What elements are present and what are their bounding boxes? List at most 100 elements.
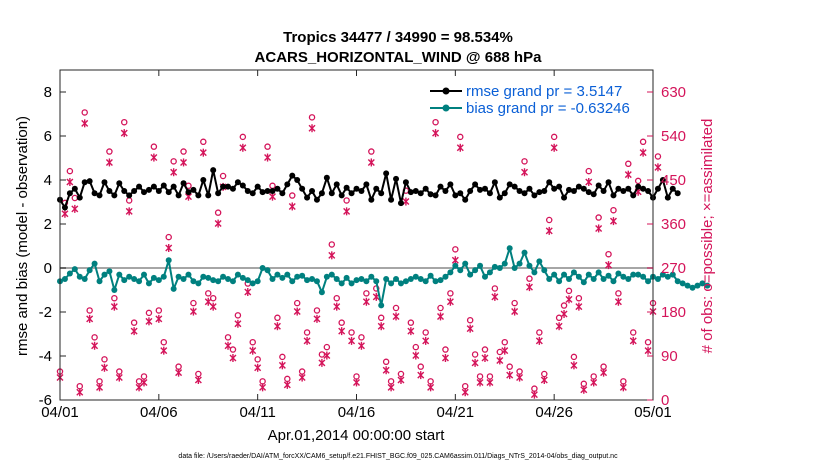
obs-possible-marker [289,192,296,199]
bias-point [570,269,577,276]
obs-assimilated-marker [303,336,311,345]
bias-point [506,245,513,252]
bias-point [565,276,572,282]
obs-possible-marker [190,299,197,307]
rmse-point [155,188,162,194]
obs-possible-marker [214,209,222,216]
data-layer [56,109,711,399]
obs-assimilated-marker [338,327,346,336]
obs-possible-marker [615,290,622,297]
obs-possible-marker [605,250,612,258]
bias-point [121,277,128,284]
obs-assimilated-marker [81,119,89,128]
rmse-point [373,185,380,192]
rmse-point [625,185,632,192]
rmse-point [126,192,133,199]
bias-point [432,278,439,285]
x-tick-label: 04/11 [239,404,275,421]
obs-assimilated-marker [486,378,494,387]
obs-assimilated-marker [397,376,405,384]
rmse-point [378,190,385,197]
obs-possible-marker [200,138,207,146]
rmse-point [595,182,602,189]
obs-assimilated-marker [96,383,104,392]
obs-possible-marker [575,294,583,302]
rmse-point [274,185,281,192]
rmse-point [368,196,375,203]
rmse-point [570,188,577,194]
bias-point [190,278,197,285]
obs-possible-marker [229,346,237,353]
obs-possible-marker [506,363,513,370]
obs-assimilated-marker [160,346,168,355]
obs-assimilated-marker [412,351,420,360]
rmse-point [244,188,251,194]
obs-assimilated-marker [115,373,123,382]
bias-point [511,265,518,271]
rmse-point [664,194,671,201]
obs-possible-marker [629,329,637,336]
obs-assimilated-marker [585,178,593,186]
obs-possible-marker [452,246,459,253]
obs-assimilated-marker [323,351,331,360]
rmse-point [141,189,148,196]
bias-point [274,271,281,278]
bias-point [531,269,538,276]
legend: rmse grand pr = 3.5147 bias grand pr = -… [430,83,630,117]
rmse-point [388,196,395,203]
bias-point [422,278,429,285]
obs-assimilated-marker [624,170,632,179]
bias-point [76,273,83,280]
rmse-point [417,190,424,197]
obs-assimilated-marker [229,354,237,362]
bias-point [615,270,622,277]
obs-possible-marker [313,307,321,314]
obs-assimilated-marker [432,129,440,138]
rmse-point [71,185,78,192]
obs-assimilated-marker [130,327,138,336]
bias-point [81,276,88,282]
rmse-point [402,179,409,186]
bias-point [328,271,335,278]
obs-assimilated-marker [328,251,336,260]
rmse-point [348,190,355,197]
obs-possible-marker [368,148,375,155]
bias-point [417,276,424,282]
rmse-point [318,190,325,197]
bias-point [669,271,676,278]
rmse-point [284,181,291,188]
obs-assimilated-marker [110,302,118,311]
bias-point [239,274,246,281]
rmse-point [437,183,444,190]
rmse-point [536,189,543,196]
rmse-point [412,188,419,194]
obs-possible-marker [570,353,578,361]
obs-possible-marker [437,304,444,312]
x-axis-label: Apr.01,2014 00:00:00 start [268,427,446,444]
obs-assimilated-marker [105,158,113,167]
y-tick-label: 0 [44,260,52,277]
obs-possible-marker [555,314,563,322]
obs-assimilated-marker [278,361,286,370]
obs-possible-marker [224,334,232,341]
obs-possible-marker [249,338,256,346]
rmse-point [541,188,548,194]
obs-assimilated-marker [140,378,148,387]
x-tick-label: 04/26 [535,404,573,421]
bias-point [284,271,291,278]
rmse-point [86,178,93,185]
bias-point [442,273,449,280]
obs-assimilated-marker [516,373,524,382]
bias-point [383,276,390,282]
y-right-tick-label: 540 [661,128,686,145]
obs-possible-marker [264,143,271,150]
obs-assimilated-marker [86,314,94,323]
bias-point [659,271,666,278]
obs-assimilated-marker [506,371,514,380]
rmse-point [145,186,152,193]
rmse-point [96,192,103,199]
obs-assimilated-marker [333,302,341,311]
obs-possible-marker [165,233,172,241]
obs-possible-marker [106,148,113,155]
